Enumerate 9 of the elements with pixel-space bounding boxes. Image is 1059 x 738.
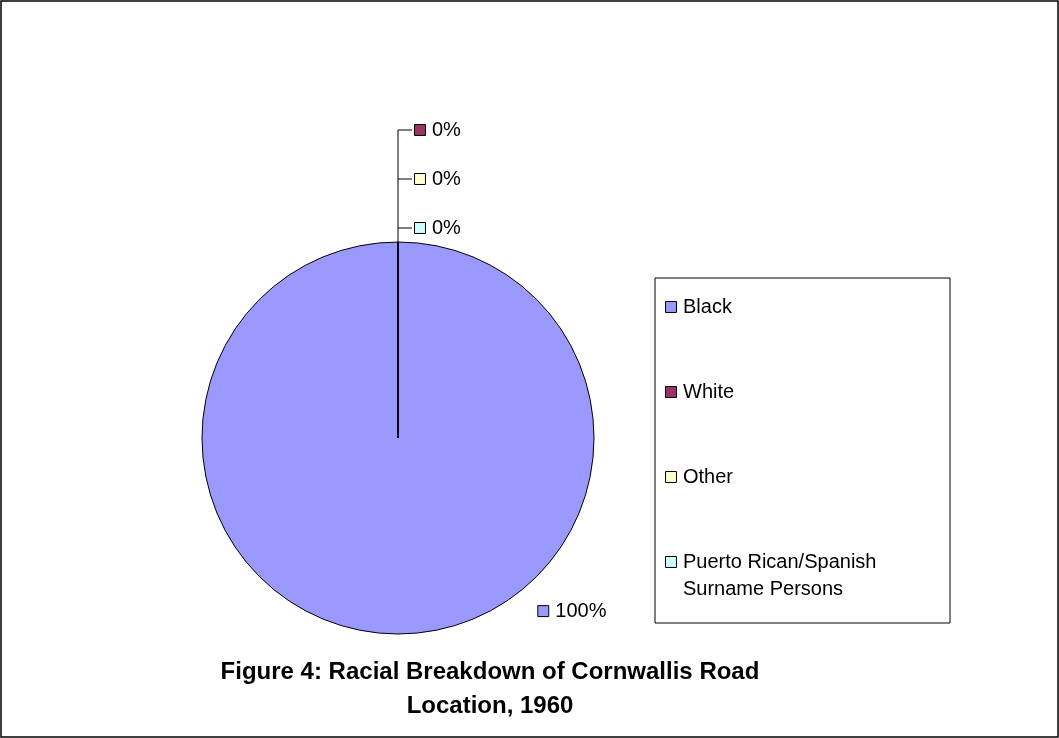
legend-label: White <box>683 380 735 402</box>
text: 0% <box>432 167 461 189</box>
data-label: 100% <box>555 599 607 622</box>
legend-label: Black <box>683 295 733 317</box>
text: Figure 4: Racial Breakdown of Cornwallis Road Location, 1960 <box>220 657 760 718</box>
legend-label: Other <box>683 465 734 487</box>
legend-label: Puerto Rican/Spanish Surname Persons <box>683 550 877 599</box>
text: 0% <box>432 118 461 140</box>
text: 0% <box>432 216 461 238</box>
